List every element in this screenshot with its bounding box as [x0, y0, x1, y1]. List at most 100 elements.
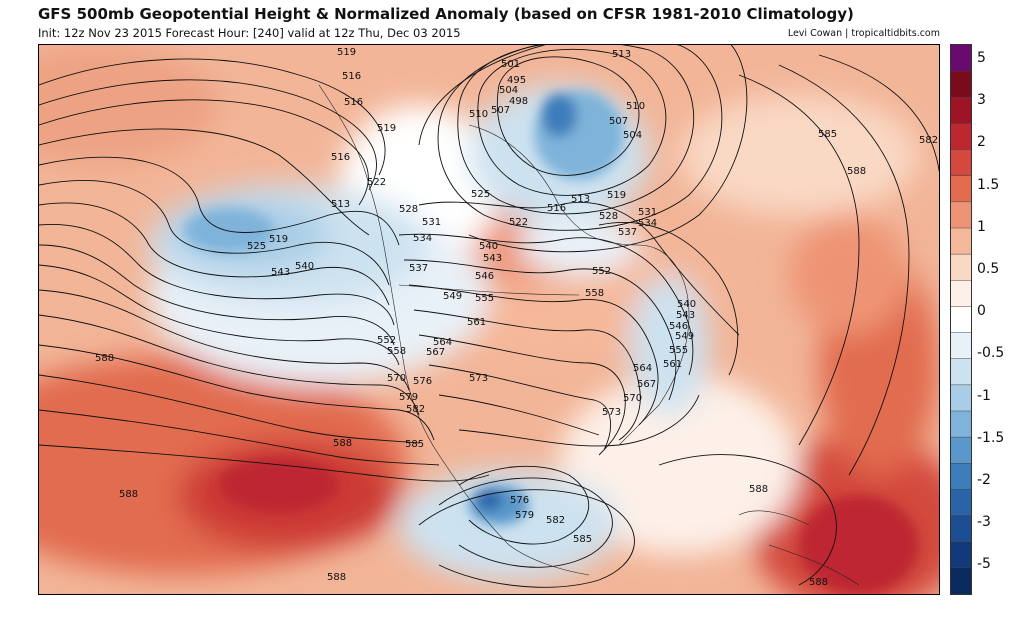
contour-label: 588: [327, 572, 346, 583]
colorbar-swatch: [951, 541, 971, 569]
contour-label: 555: [475, 293, 494, 304]
contour-label: 540: [479, 241, 498, 252]
contour-label: 564: [633, 363, 652, 374]
contour-label: 588: [749, 484, 768, 495]
colorbar-tick-label: -0.5: [977, 345, 1005, 362]
colorbar-tick-label: -2: [977, 472, 991, 488]
colorbar-tick-label: 5: [977, 50, 986, 66]
colorbar-swatch: [951, 201, 971, 229]
colorbar-tick-label: 0: [977, 303, 986, 320]
colorbar-tick-label: 3: [977, 92, 986, 109]
colorbar-tick-label: -1.5: [977, 429, 1005, 446]
colorbar-swatch: [951, 254, 971, 281]
contour-label: 537: [618, 227, 637, 238]
contour-label: 567: [426, 347, 445, 358]
contour-label: 546: [475, 271, 494, 282]
colorbar-swatch: [951, 228, 971, 255]
contour-label: 585: [818, 129, 837, 140]
contour-label: 516: [342, 71, 361, 82]
height-contours: [39, 45, 939, 588]
contour-label: 540: [295, 261, 314, 272]
colorbar-tick-label: 1.5: [977, 176, 1000, 193]
contour-label: 507: [609, 116, 628, 127]
contour-label: 525: [247, 241, 266, 252]
contour-label: 573: [602, 407, 621, 418]
coastlines: [318, 84, 860, 586]
chart-title: GFS 500mb Geopotential Height & Normaliz…: [38, 5, 854, 23]
colorbar-tick-label: -3: [977, 514, 991, 531]
contour-label: 588: [119, 489, 138, 500]
forecast-info: Init: 12z Nov 23 2015 Forecast Hour: [24…: [38, 26, 461, 40]
contour-label: 567: [637, 379, 656, 390]
contour-label: 570: [387, 373, 406, 384]
contour-label: 534: [413, 233, 432, 244]
contour-label: 570: [623, 393, 642, 404]
map-canvas: 519 516 516 519 516 522 513 525 519 543 …: [39, 45, 939, 594]
colorbar-swatch: [951, 567, 971, 594]
contour-label: 513: [612, 49, 631, 60]
contour-label: 495: [507, 75, 526, 86]
contour-label: 576: [510, 495, 529, 506]
contour-label: 537: [409, 263, 428, 274]
anomaly-shading: [39, 45, 939, 594]
contour-label: 522: [367, 177, 386, 188]
colorbar-swatch: [951, 437, 971, 464]
contour-label: 576: [413, 376, 432, 387]
contour-label: 561: [663, 359, 682, 370]
contour-label: 582: [546, 515, 565, 526]
colorbar-swatch: [951, 306, 971, 334]
contour-labels: 519 516 516 519 516 522 513 525 519 543 …: [95, 47, 938, 588]
colorbar-swatch: [951, 463, 971, 490]
contour-label: 588: [95, 353, 114, 364]
contour-label: 585: [573, 534, 592, 545]
contour-label: 546: [669, 321, 688, 332]
contour-label: 543: [271, 267, 290, 278]
contour-label: 507: [491, 105, 510, 116]
colorbar-tick-label: 0.5: [977, 261, 1000, 277]
contour-label: 504: [623, 130, 642, 141]
contour-label: 552: [377, 335, 396, 346]
contour-label: 588: [809, 577, 828, 588]
contour-label: 498: [509, 96, 528, 107]
contour-label: 522: [509, 217, 528, 228]
colorbar-swatch: [951, 149, 971, 177]
contour-label: 519: [377, 123, 396, 134]
contour-label: 519: [607, 190, 626, 201]
anomaly-colorbar: [950, 44, 972, 595]
author-credit: Levi Cowan | tropicaltidbits.com: [787, 28, 940, 39]
contour-label: 528: [599, 211, 618, 222]
contour-label: 516: [331, 152, 350, 163]
colorbar-tick-label: -5: [977, 556, 991, 573]
contour-label: 531: [638, 207, 657, 218]
colorbar-swatch: [951, 411, 971, 438]
contour-label: 549: [675, 331, 694, 342]
contour-label: 519: [269, 234, 288, 245]
colorbar-swatch: [951, 384, 971, 412]
colorbar-swatch: [951, 123, 971, 151]
contour-label: 543: [483, 253, 502, 264]
colorbar-swatches: [951, 45, 971, 594]
contour-label: 582: [919, 135, 938, 146]
contour-label: 552: [592, 266, 611, 277]
contour-label: 540: [677, 299, 696, 310]
contour-label: 501: [501, 59, 520, 70]
contour-label: 588: [847, 166, 866, 177]
contour-label: 504: [499, 85, 518, 96]
colorbar-swatch: [951, 97, 971, 124]
colorbar-swatch: [951, 358, 971, 386]
colorbar-tick-label: 1: [977, 218, 986, 235]
colorbar-swatch: [951, 71, 971, 98]
contour-label: 510: [469, 109, 488, 120]
colorbar-swatch: [951, 45, 971, 72]
colorbar-swatch: [951, 280, 971, 307]
contour-label: 534: [638, 218, 657, 229]
colorbar-swatch: [951, 175, 971, 203]
colorbar-tick-label: -1: [977, 387, 991, 404]
height-anomaly-map[interactable]: 519 516 516 519 516 522 513 525 519 543 …: [38, 44, 940, 595]
contour-label: 558: [585, 288, 604, 299]
contour-label: 519: [337, 47, 356, 58]
contour-label: 543: [676, 310, 695, 321]
contour-label: 531: [422, 217, 441, 228]
contour-label: 564: [433, 337, 452, 348]
contour-label: 585: [405, 439, 424, 450]
